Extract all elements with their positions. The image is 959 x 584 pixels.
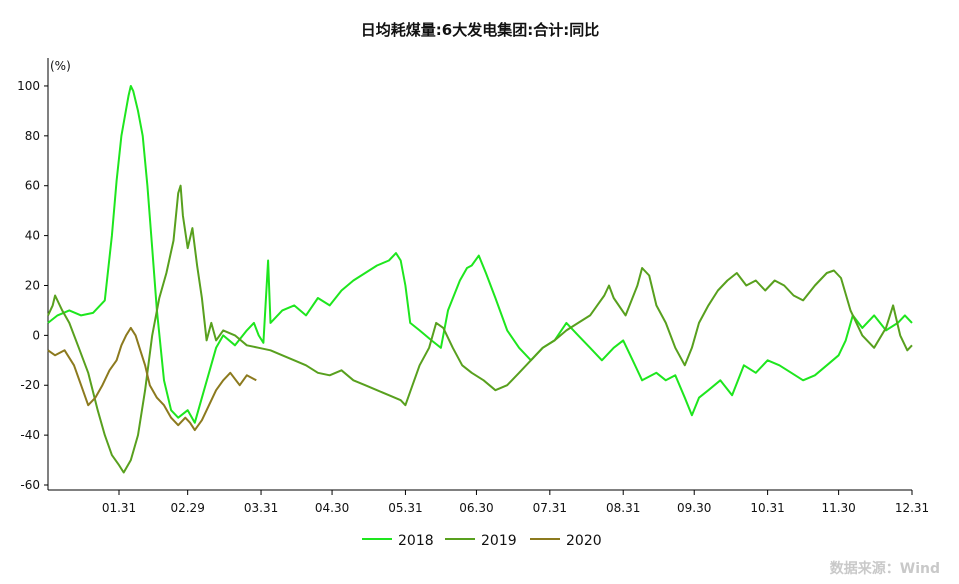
chart-title: 日均耗煤量:6大发电集团:合计:同比 <box>361 21 599 39</box>
y-tick-label: 60 <box>25 179 40 193</box>
y-tick-label: -60 <box>20 478 40 492</box>
x-tick-label: 02.29 <box>170 501 204 515</box>
x-tick-label: 01.31 <box>102 501 136 515</box>
y-tick-label: 0 <box>32 328 40 342</box>
y-tick-label: 80 <box>25 129 40 143</box>
x-tick-label: 11.30 <box>821 501 855 515</box>
x-tick-label: 07.31 <box>533 501 567 515</box>
series-line-2019 <box>47 184 913 474</box>
x-tick-label: 03.31 <box>244 501 278 515</box>
legend: 2018 2019 2020 <box>362 533 602 549</box>
x-tick-label: 10.31 <box>750 501 784 515</box>
x-tick-label: 09.30 <box>677 501 711 515</box>
x-tick-label: 06.30 <box>459 501 493 515</box>
y-tick-label: 40 <box>25 229 40 243</box>
plot-area: 100 80 60 40 20 0 -20 -40 -60 01.31 02.29 03.31 04.3… <box>17 58 929 515</box>
y-tick-label: 20 <box>25 278 40 292</box>
y-tick-label: -20 <box>20 378 40 392</box>
x-tick-label: 05.31 <box>388 501 422 515</box>
x-tick-label: 08.31 <box>606 501 640 515</box>
x-tick-label: 04.30 <box>315 501 349 515</box>
series-line-2018 <box>47 85 913 424</box>
legend-label-2018: 2018 <box>398 533 434 549</box>
y-unit-label: (%) <box>50 59 71 73</box>
y-tick-label: 100 <box>17 79 40 93</box>
legend-label-2019: 2019 <box>481 533 517 549</box>
x-tick-label: 12.31 <box>895 501 929 515</box>
y-tick-label: -40 <box>20 428 40 442</box>
legend-label-2020: 2020 <box>566 533 602 549</box>
source-note: 数据来源：Wind <box>830 560 940 577</box>
series-line-2020 <box>47 326 257 432</box>
